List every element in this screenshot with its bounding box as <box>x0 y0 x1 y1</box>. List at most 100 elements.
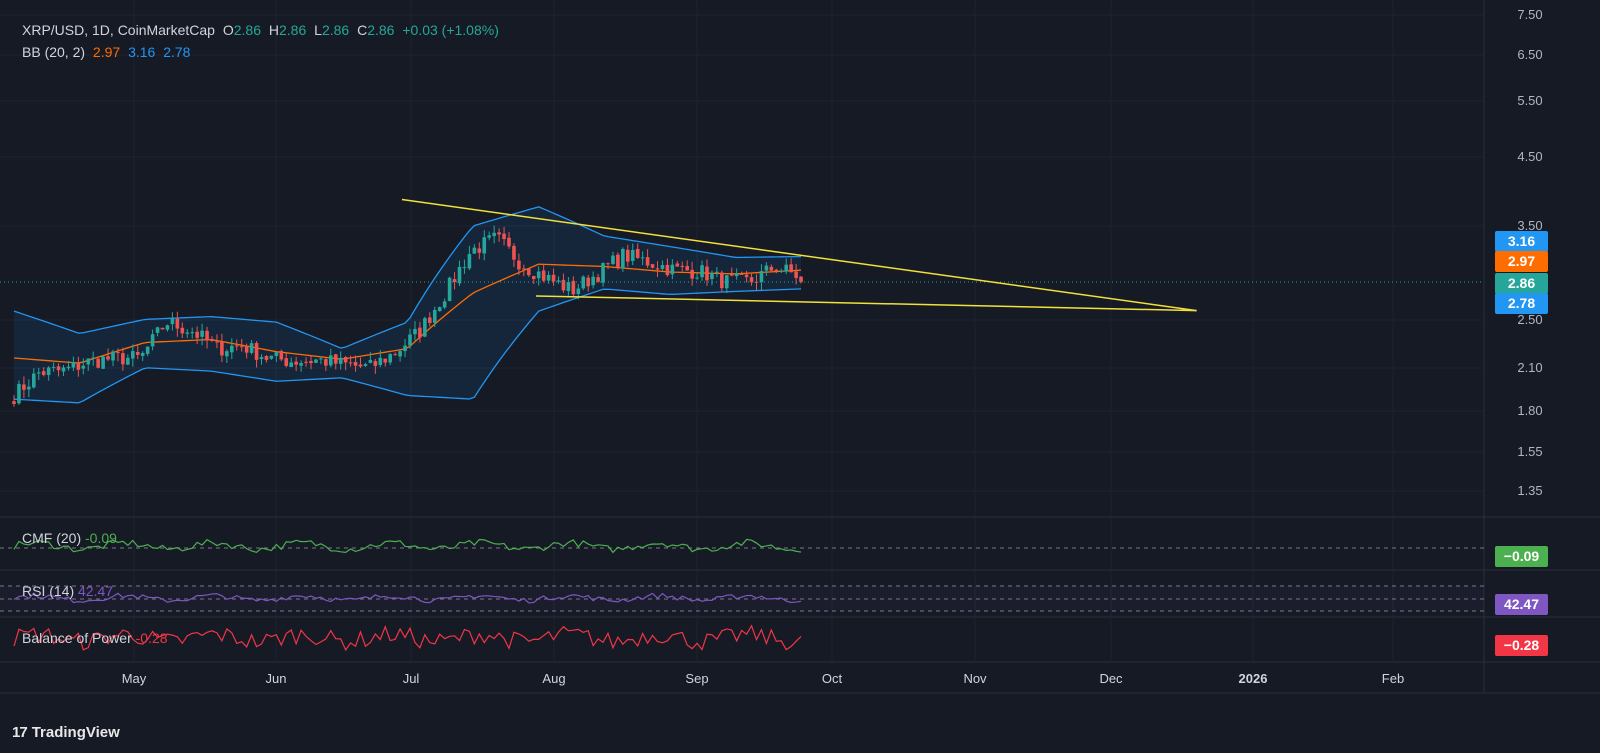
candle-body <box>556 280 561 282</box>
candle-body <box>373 361 378 366</box>
candle-body <box>517 260 521 270</box>
candle-body <box>423 318 427 337</box>
candle-body <box>482 237 487 254</box>
candle-body <box>358 364 363 367</box>
candle-body <box>437 307 442 312</box>
candle-body <box>477 248 482 253</box>
candle-body <box>175 318 180 329</box>
candle-body <box>744 274 749 278</box>
candle-body <box>274 352 279 357</box>
price-tick-label: 5.50 <box>1517 93 1542 108</box>
tradingview-logo-icon: 17 <box>12 724 28 741</box>
candle-body <box>140 352 145 356</box>
candle-body <box>522 268 526 270</box>
candle-body <box>729 274 734 276</box>
candle-body <box>304 361 308 363</box>
candle-body <box>111 351 115 361</box>
month-tick-label: Aug <box>542 671 565 686</box>
candle-body <box>700 265 704 278</box>
candle-body <box>571 280 576 295</box>
candle-body <box>145 346 150 354</box>
candle-body <box>512 245 516 260</box>
tradingview-brand[interactable]: 17 TradingView <box>12 724 120 741</box>
candle-body <box>101 356 105 369</box>
candle-body <box>126 357 130 365</box>
candle-body <box>185 332 190 334</box>
candle-body <box>576 288 581 295</box>
month-tick-label: Sep <box>685 671 708 686</box>
bop-legend: Balance of Power -0.28 <box>22 630 168 646</box>
candle-body <box>799 276 803 283</box>
low-label: L <box>314 22 322 38</box>
candle-body <box>447 277 452 301</box>
candle-body <box>710 273 714 280</box>
candle-body <box>685 266 689 271</box>
bb-lower-price-tag: 2.78 <box>1495 293 1548 314</box>
candle-body <box>581 276 586 289</box>
brand-name: TradingView <box>31 724 120 741</box>
candle-body <box>725 275 729 289</box>
candle-body <box>596 277 600 282</box>
candle-body <box>155 327 160 333</box>
candle-body <box>665 264 670 276</box>
rsi-price-tag: 42.47 <box>1495 594 1548 615</box>
candle-body <box>695 277 699 279</box>
candle-body <box>333 354 338 364</box>
candle-body <box>165 325 170 330</box>
candle-body <box>715 271 719 273</box>
bop-price-tag: −0.28 <box>1495 635 1548 656</box>
candle-body <box>41 371 46 375</box>
candle-body <box>383 358 388 363</box>
candle-body <box>680 265 685 267</box>
candle-body <box>388 354 392 363</box>
candle-body <box>348 362 353 364</box>
bb-upper-line <box>13 206 802 349</box>
open-value: 2.86 <box>233 22 261 38</box>
candle-body <box>749 277 754 283</box>
candle-body <box>794 271 798 278</box>
candle-body <box>462 267 467 269</box>
change-value: +0.03 (+1.08%) <box>402 22 499 38</box>
price-tick-label: 2.50 <box>1517 312 1542 327</box>
candle-body <box>299 363 303 366</box>
close-value: 2.86 <box>367 22 395 38</box>
month-tick-label: 2026 <box>1239 671 1268 686</box>
bb-basis-price-tag: 2.97 <box>1495 251 1548 272</box>
candle-body <box>457 266 462 284</box>
candle-body <box>403 345 407 352</box>
candle-body <box>269 355 274 359</box>
candle-body <box>51 367 56 369</box>
candle-body <box>264 356 269 360</box>
candle-body <box>195 331 199 338</box>
candle-body <box>734 273 739 277</box>
bb-lower-value: 2.78 <box>163 44 191 60</box>
price-tick-label: 2.10 <box>1517 360 1542 375</box>
candle-body <box>91 357 95 359</box>
bb-band-fill <box>14 206 802 403</box>
month-tick-label: Dec <box>1099 671 1123 686</box>
candle-body <box>106 356 110 360</box>
candle-body <box>131 351 135 359</box>
candle-body <box>497 232 501 235</box>
candle-body <box>640 257 645 259</box>
candle-body <box>324 359 328 366</box>
candle-body <box>635 248 640 258</box>
bb-lower-line <box>13 288 802 404</box>
candle-body <box>17 383 21 404</box>
candle-body <box>66 366 71 369</box>
symbol-title: XRP/USD, 1D, CoinMarketCap <box>22 22 215 38</box>
candle-body <box>378 357 383 365</box>
candle-body <box>492 232 496 237</box>
candle-body <box>393 354 397 356</box>
bb-upper-price-tag: 3.16 <box>1495 231 1548 252</box>
candle-body <box>536 271 541 279</box>
candle-body <box>789 264 793 273</box>
candle-body <box>27 386 31 390</box>
candle-body <box>566 282 571 292</box>
candle-body <box>284 358 289 366</box>
candle-body <box>452 279 457 283</box>
month-tick-label: Jun <box>266 671 287 686</box>
bb-basis-value: 2.97 <box>92 44 121 60</box>
candle-body <box>690 269 694 279</box>
